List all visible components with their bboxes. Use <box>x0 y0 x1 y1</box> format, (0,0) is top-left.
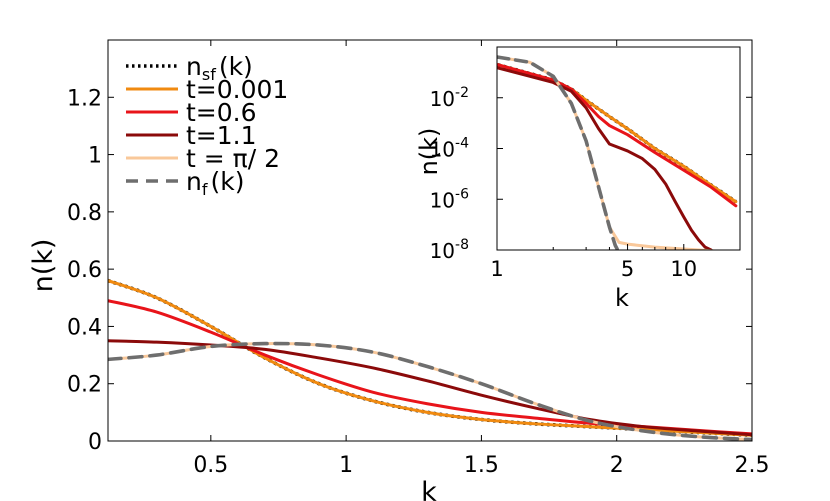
inset-x-tick-label: 5 <box>621 257 634 281</box>
inset-y-tick-exponent: -2 <box>455 85 469 101</box>
main-series-5-line <box>108 341 752 441</box>
main-series-4-line <box>108 342 752 441</box>
main-series-1-line <box>108 279 752 437</box>
main-series-3-line <box>108 339 752 437</box>
legend-label-1: t=0.001 <box>186 75 288 104</box>
inset-series-lines <box>497 55 738 250</box>
inset-y-tick-base: 10 <box>430 87 455 111</box>
main-y-tick-label: 0.8 <box>67 201 102 226</box>
inset-y-tick-label: 10-2 <box>430 85 469 111</box>
main-x-tick-label: 1 <box>339 453 353 478</box>
legend-label-4: t = π/ 2 <box>186 144 280 173</box>
inset-x-tick-label: 10 <box>670 257 697 281</box>
inset-y-tick-label: 10-4 <box>430 136 470 162</box>
legend-label-main: t=1.1 <box>186 121 257 150</box>
main-y-tick-label: 0.2 <box>67 373 102 398</box>
main-y-tick-label: 1 <box>88 144 102 169</box>
legend-label-tail: (k) <box>211 167 245 196</box>
legend-label-3: t=1.1 <box>186 121 257 150</box>
legend-label-main: t = π/ 2 <box>186 144 280 173</box>
main-x-tick-label: 1.5 <box>464 453 499 478</box>
inset-y-axis-label: n(k) <box>415 128 443 176</box>
inset-y-tick-base: 10 <box>430 138 455 162</box>
inset-y-tick-label: 10-8 <box>430 237 469 263</box>
main-y-tick-label: 1.2 <box>67 86 102 111</box>
legend-label-main: n <box>186 167 202 196</box>
inset-y-tick-base: 10 <box>430 239 455 263</box>
inset-x-tick-label: 1 <box>490 257 503 281</box>
legend-label-sub: sf <box>202 65 216 84</box>
main-series-lines <box>108 278 752 441</box>
inset-series-2-line <box>497 63 738 208</box>
main-y-tick-label: 0.6 <box>67 258 102 283</box>
inset-series-5-line <box>497 55 620 250</box>
main-y-tick-label: 0 <box>88 430 102 455</box>
legend-background <box>116 48 296 210</box>
main-x-tick-label: 2 <box>610 453 624 478</box>
inset-series-3-line <box>497 66 713 250</box>
inset-y-tick-base: 10 <box>430 188 455 212</box>
main-x-tick-label: 2.5 <box>735 453 770 478</box>
legend-label-2: t=0.6 <box>186 98 257 127</box>
inset-y-tick-exponent: -6 <box>455 186 469 202</box>
legend-label-5: nf (k) <box>186 167 244 199</box>
inset-y-tick-exponent: -8 <box>455 237 469 253</box>
inset-x-axis-label: k <box>615 284 629 312</box>
inset-y-tick-label: 10-6 <box>430 186 470 212</box>
main-y-axis-label: n(k) <box>28 239 59 293</box>
legend-label-sub: f <box>202 180 208 199</box>
main-y-tick-label: 0.4 <box>67 315 102 340</box>
inset-y-tick-exponent: -4 <box>455 136 469 152</box>
legend-label-main: t=0.6 <box>186 98 257 127</box>
legend-label-main: n <box>186 52 202 81</box>
legend-label-tail: (k) <box>219 52 253 81</box>
legend-label-0: nsf (k) <box>186 52 253 84</box>
main-plot: 0.5 1 1.5 2 2.500.20.40.60.811.2kn(k) <box>28 39 770 501</box>
legend-label-main: t=0.001 <box>186 75 288 104</box>
main-x-axis-label: k <box>421 477 437 501</box>
main-x-tick-label: 0.5 <box>193 453 228 478</box>
main-plot-frame <box>107 39 753 442</box>
